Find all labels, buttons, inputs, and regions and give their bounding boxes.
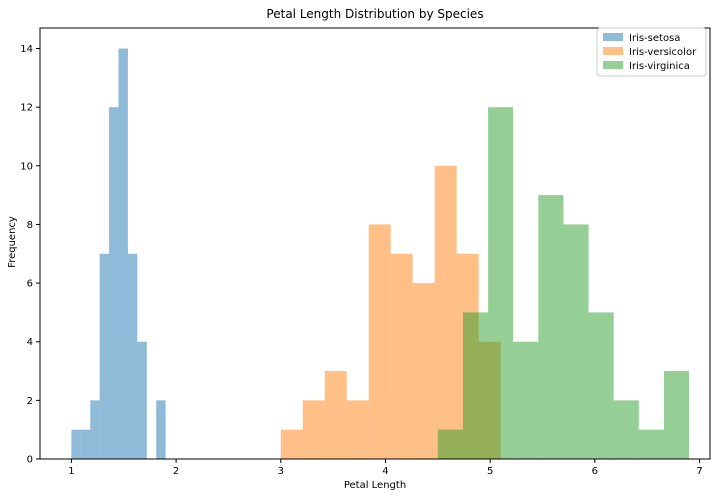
bar-iris-virginica-7: [613, 400, 639, 459]
plot-frame: [39, 27, 711, 460]
x-tick-label-1: 1: [68, 466, 74, 477]
bar-iris-virginica-9: [663, 371, 690, 459]
chart-title: Petal Length Distribution by Species: [266, 7, 483, 21]
bar-iris-virginica-8: [638, 429, 664, 459]
bar-iris-setosa-9: [156, 400, 166, 459]
bar-iris-virginica-6: [588, 312, 614, 459]
bar-iris-setosa-3: [99, 253, 110, 459]
y-tick-label-12: 12: [20, 103, 33, 114]
legend-label-iris-virginica: Iris-virginica: [629, 61, 690, 72]
bar-iris-versicolor-6: [412, 283, 435, 459]
axes-layer: [39, 27, 711, 460]
bar-iris-versicolor-2: [324, 371, 347, 459]
x-tick-label-2: 2: [173, 466, 179, 477]
legend-swatch-iris-versicolor: [603, 47, 623, 55]
x-tick-label-3: 3: [278, 466, 284, 477]
bar-iris-virginica-1: [462, 312, 489, 459]
bar-iris-setosa-4: [109, 107, 119, 459]
x-axis-label: Petal Length: [344, 480, 406, 491]
bar-iris-virginica-0: [437, 429, 463, 459]
x-tick-label-7: 7: [696, 466, 702, 477]
legend-box: [596, 27, 707, 77]
bar-iris-setosa-1: [80, 429, 91, 459]
legend-swatch-iris-setosa: [603, 33, 623, 41]
bar-iris-virginica-4: [538, 195, 564, 460]
bar-iris-virginica-2: [488, 107, 514, 459]
y-tick-label-2: 2: [27, 396, 33, 407]
y-tick-label-6: 6: [27, 279, 33, 290]
bar-iris-setosa-6: [127, 253, 138, 459]
bars-layer: [71, 48, 690, 460]
bar-iris-versicolor-7: [434, 165, 457, 459]
legend-swatch-iris-virginica: [603, 61, 623, 69]
bar-iris-versicolor-1: [302, 400, 325, 459]
bar-iris-setosa-7: [137, 341, 147, 459]
bar-iris-versicolor-0: [280, 429, 303, 459]
legend: Iris-setosa Iris-versicolor Iris-virginica: [596, 27, 707, 77]
y-axis-label: Frequency: [7, 216, 18, 268]
bar-iris-setosa-0: [71, 429, 81, 459]
x-tick-label-6: 6: [592, 466, 598, 477]
y-tick-label-8: 8: [27, 220, 33, 231]
legend-label-iris-setosa: Iris-setosa: [629, 33, 680, 44]
bar-iris-versicolor-3: [346, 400, 369, 459]
bar-iris-setosa-5: [118, 48, 128, 460]
y-tick-label-14: 14: [20, 44, 33, 55]
y-tick-label-10: 10: [20, 161, 33, 172]
legend-label-iris-versicolor: Iris-versicolor: [629, 47, 697, 58]
bar-iris-versicolor-4: [368, 224, 391, 459]
bar-iris-virginica-3: [513, 341, 539, 459]
y-tick-label-0: 0: [27, 455, 33, 466]
bar-iris-versicolor-5: [390, 253, 413, 459]
x-tick-label-5: 5: [487, 466, 493, 477]
y-tick-label-4: 4: [27, 337, 33, 348]
bar-iris-virginica-5: [563, 224, 589, 459]
x-tick-label-4: 4: [382, 466, 388, 477]
bar-iris-setosa-2: [90, 400, 100, 459]
